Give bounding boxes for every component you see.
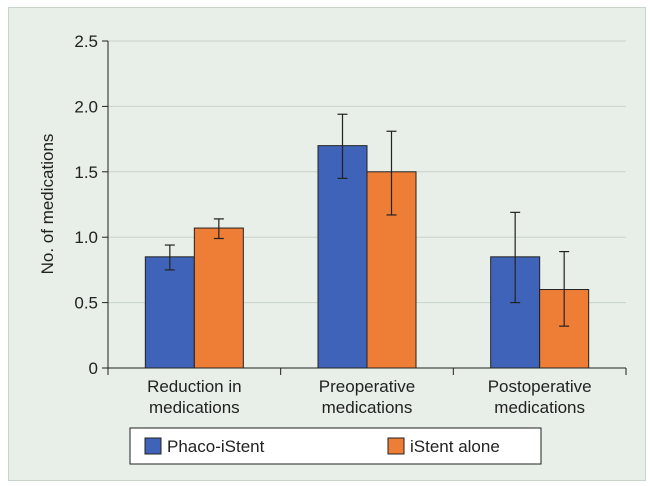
legend-label: Phaco-iStent	[167, 437, 265, 456]
legend-swatch	[144, 437, 162, 455]
legend-swatch	[387, 437, 405, 455]
x-category-label: medications	[322, 398, 413, 417]
x-category-label: Reduction in	[147, 377, 242, 396]
bar-phaco-istent	[317, 145, 368, 369]
bar-chart: 0 0.5 1.0 1.5 2.0 2.5 Reduction in medications…	[38, 32, 627, 465]
x-category-label: medications	[494, 398, 585, 417]
x-category-label: medications	[149, 398, 240, 417]
y-tick-label: 0.5	[74, 294, 98, 313]
bars	[144, 145, 590, 369]
x-category-label: Preoperative	[319, 377, 415, 396]
y-tick-label: 2.5	[74, 32, 98, 51]
bar-istent-alone	[193, 227, 244, 369]
y-axis-label: No. of medications	[38, 134, 57, 275]
y-tick-label: 2.0	[74, 97, 98, 116]
x-category-label: Postoperative	[488, 377, 592, 396]
error-bars	[164, 113, 570, 327]
y-tick-label: 0	[89, 359, 98, 378]
x-category-labels: Reduction in medications Preoperative medic…	[147, 377, 592, 417]
y-tick-labels: 0 0.5 1.0 1.5 2.0 2.5	[74, 32, 98, 378]
chart-frame: 0 0.5 1.0 1.5 2.0 2.5 Reduction in medications…	[8, 7, 646, 481]
legend-box	[129, 427, 542, 465]
legend: Phaco-iStent iStent alone	[129, 427, 542, 465]
y-tick-label: 1.5	[74, 163, 98, 182]
bar-phaco-istent	[144, 256, 195, 369]
legend-label: iStent alone	[410, 437, 500, 456]
y-tick-label: 1.0	[74, 228, 98, 247]
axes	[102, 40, 627, 375]
